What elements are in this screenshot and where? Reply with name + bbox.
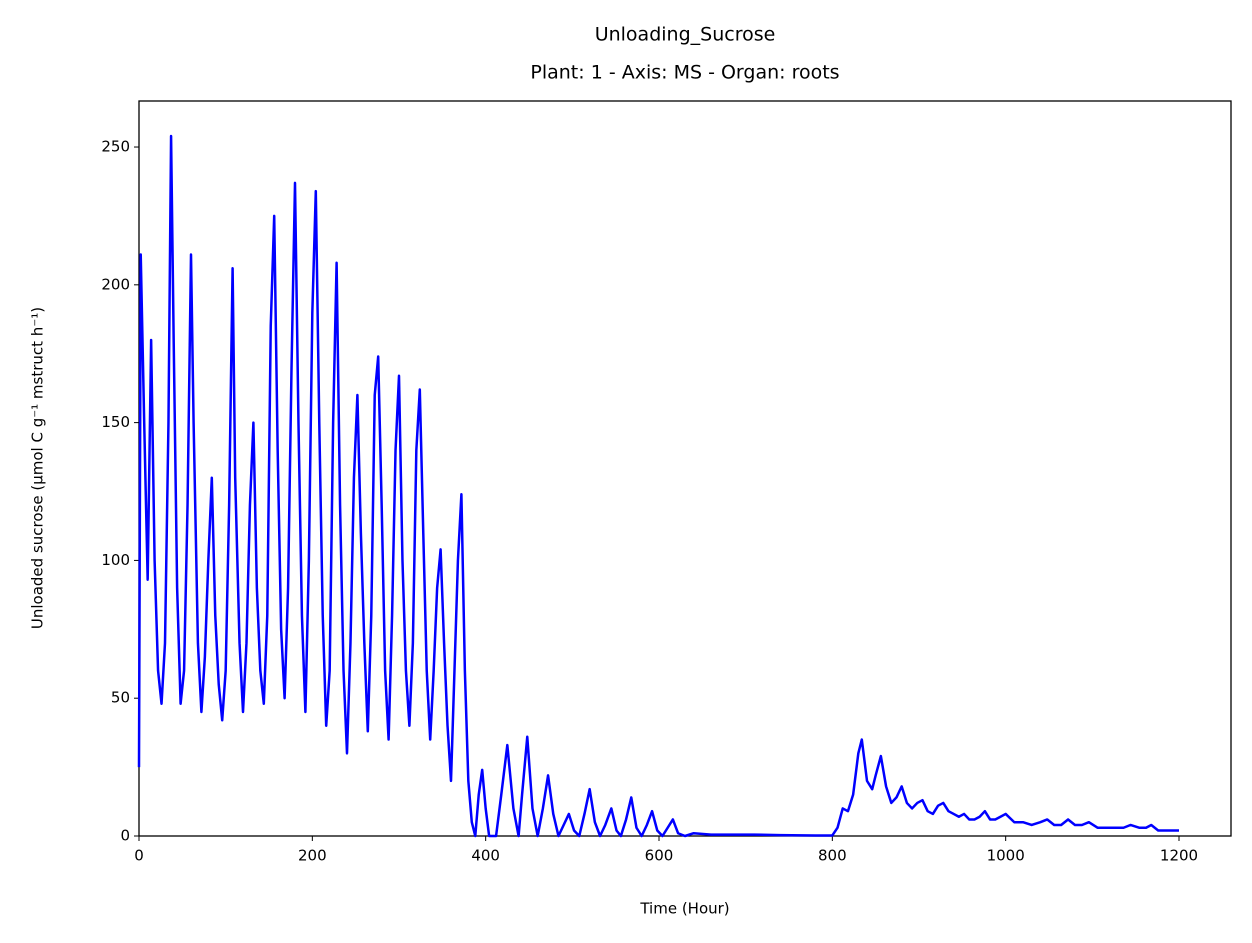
chart-subtitle: Plant: 1 - Axis: MS - Organ: roots [530, 62, 839, 84]
x-tick-label: 1200 [1160, 847, 1198, 865]
x-tick-label: 1000 [987, 847, 1025, 865]
y-tick-label: 100 [101, 551, 130, 569]
y-tick-label: 150 [101, 413, 130, 431]
data-line [137, 134, 1179, 838]
x-tick-label: 600 [645, 847, 674, 865]
y-axis-label: Unloaded sucrose (µmol C g⁻¹ mstruct h⁻¹… [29, 307, 47, 629]
x-axis-label: Time (Hour) [639, 900, 729, 918]
y-tick-label: 200 [101, 275, 130, 293]
y-tick-label: 250 [101, 138, 130, 156]
chart-title: Unloading_Sucrose [595, 24, 776, 46]
x-tick-label: 400 [471, 847, 500, 865]
x-tick-label: 200 [298, 847, 327, 865]
x-tick-label: 0 [134, 847, 144, 865]
x-tick-label: 800 [818, 847, 847, 865]
plot-frame [138, 100, 1232, 837]
y-tick-label: 50 [111, 689, 130, 707]
y-tick-label: 0 [120, 827, 130, 845]
